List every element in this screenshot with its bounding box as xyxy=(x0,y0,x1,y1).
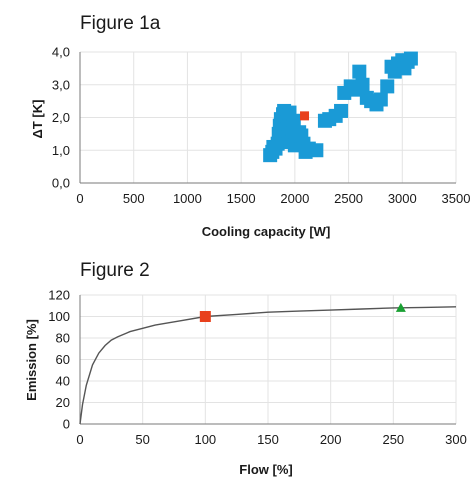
y-tick-label: 4,0 xyxy=(52,45,70,60)
figure-2-x-axis-label: Flow [%] xyxy=(239,462,292,477)
figure-1a-points xyxy=(263,51,418,163)
x-tick-label: 50 xyxy=(135,432,149,447)
figure-1a-title: Figure 1a xyxy=(80,13,161,34)
x-tick-label: 1500 xyxy=(227,191,256,206)
scatter-point xyxy=(403,51,418,66)
figure-2-grid xyxy=(80,294,457,424)
x-tick-label: 2500 xyxy=(334,191,363,206)
scatter-point xyxy=(309,143,324,158)
x-tick-label: 300 xyxy=(445,432,467,447)
figure-1a-x-axis-label: Cooling capacity [W] xyxy=(202,224,331,239)
x-tick-label: 100 xyxy=(194,432,216,447)
y-tick-label: 0 xyxy=(63,417,70,432)
figure-1a-x-ticks: 0 500 1000 1500 2000 2500 3000 3500 xyxy=(76,191,470,206)
figure-2-y-axis-label: Emission [%] xyxy=(24,319,39,401)
y-tick-label: 2,0 xyxy=(52,110,70,125)
scatter-point xyxy=(352,64,367,79)
x-tick-label: 0 xyxy=(76,191,83,206)
scatter-point xyxy=(355,77,370,92)
y-tick-label: 100 xyxy=(48,309,70,324)
scatter-point xyxy=(373,92,388,107)
x-tick-label: 2000 xyxy=(280,191,309,206)
x-tick-label: 250 xyxy=(382,432,404,447)
y-tick-label: 20 xyxy=(56,395,70,410)
figure-1a-grid xyxy=(80,51,457,183)
y-tick-label: 1,0 xyxy=(52,143,70,158)
figure-2-x-ticks: 0 50 100 150 200 250 300 xyxy=(76,432,466,447)
figure-2-chart: Figure 2 0 20 40 60 80 100 120 0 50 100 150 200 250… xyxy=(24,260,467,477)
figure-2-markers xyxy=(199,302,406,322)
figure-1a-chart: Figure 1a 0,0 1,0 2,0 3,0 4,0 0 500 1000 1500 20… xyxy=(30,13,470,239)
figure-2-emission-curve xyxy=(79,306,457,425)
y-tick-label: 120 xyxy=(48,288,70,303)
x-tick-label: 3500 xyxy=(442,191,471,206)
y-tick-label: 60 xyxy=(56,352,70,367)
x-tick-label: 500 xyxy=(123,191,145,206)
x-tick-label: 200 xyxy=(320,432,342,447)
x-tick-label: 150 xyxy=(257,432,279,447)
highlight-point xyxy=(300,111,310,121)
x-tick-label: 1000 xyxy=(173,191,202,206)
scatter-point xyxy=(380,79,395,94)
triangle-marker xyxy=(395,302,406,312)
x-tick-label: 3000 xyxy=(388,191,417,206)
y-tick-label: 40 xyxy=(56,374,70,389)
x-tick-label: 0 xyxy=(76,432,83,447)
y-tick-label: 80 xyxy=(56,331,70,346)
scatter-point xyxy=(286,113,301,128)
square-marker xyxy=(199,311,211,322)
figure-1a-axes xyxy=(79,52,456,184)
figure-1a-y-axis-label: ΔT [K] xyxy=(30,100,45,139)
y-tick-label: 0,0 xyxy=(52,176,70,191)
figure-1a-y-ticks: 0,0 1,0 2,0 3,0 4,0 xyxy=(52,45,70,191)
figure-2-title: Figure 2 xyxy=(80,260,150,281)
scatter-point xyxy=(334,103,349,118)
y-tick-label: 3,0 xyxy=(52,77,70,92)
figure-2-axes xyxy=(79,295,456,425)
figure-2-y-ticks: 0 20 40 60 80 100 120 xyxy=(48,288,70,432)
